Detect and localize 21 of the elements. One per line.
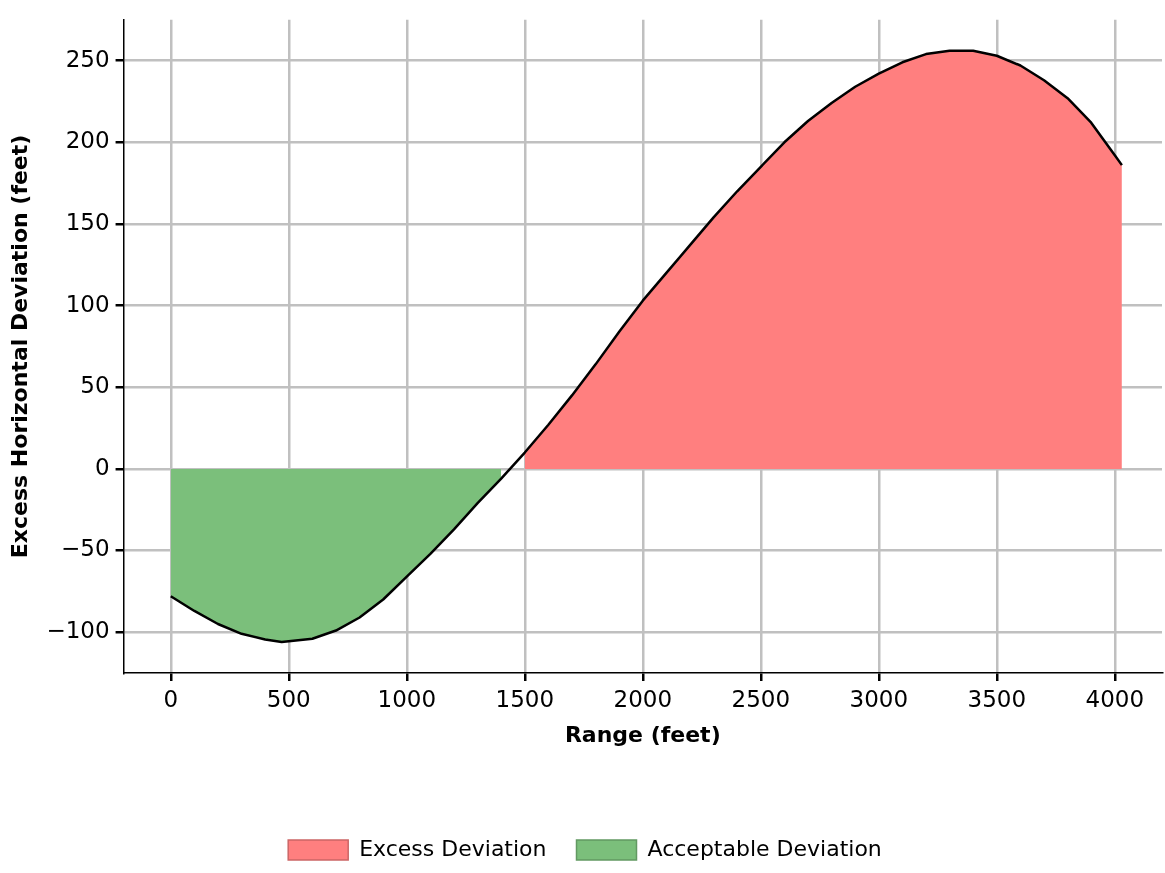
x-tick-label: 500 [266, 685, 311, 712]
x-axis-title: Range (feet) [564, 721, 721, 747]
y-tick-label: 250 [65, 45, 110, 72]
y-tick-label: 150 [65, 208, 110, 235]
y-tick-label: 100 [65, 290, 110, 317]
y-tick-label: 0 [94, 453, 110, 480]
x-tick-label: 4000 [1085, 685, 1145, 712]
y-tick-label: −100 [46, 617, 110, 644]
x-tick-label: 0 [163, 685, 179, 712]
y-tick-label: 200 [65, 127, 110, 154]
x-tick-label: 1000 [377, 685, 437, 712]
legend-label: Excess Deviation [359, 835, 547, 861]
x-tick-label: 1500 [495, 685, 555, 712]
y-axis-title: Excess Horizontal Deviation (feet) [6, 134, 32, 559]
legend-label: Acceptable Deviation [647, 835, 882, 861]
x-tick-label: 2500 [731, 685, 791, 712]
x-tick-label: 2000 [613, 685, 673, 712]
x-tick-label: 3500 [967, 685, 1027, 712]
y-tick-label: −50 [61, 535, 110, 562]
x-tick-label: 3000 [849, 685, 909, 712]
y-tick-label: 50 [80, 372, 110, 399]
